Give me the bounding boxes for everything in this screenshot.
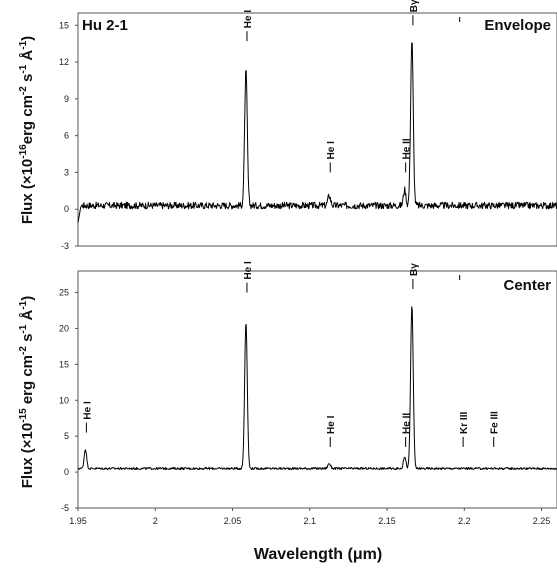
y-tick-label: 15 — [59, 20, 69, 30]
envelope-spectrum-line — [77, 42, 557, 223]
y-tick-label: 10 — [59, 395, 69, 405]
y-tick-label: 25 — [59, 288, 69, 298]
line-label-fe-iii: Fe III — [490, 411, 501, 434]
x-tick-label: 2.25 — [533, 516, 551, 526]
center-line-markers: He I He I He I He II Bγ Kr III Fe III — [82, 261, 501, 447]
line-label-he-i: He I — [243, 261, 254, 280]
line-label-b: Bγ — [409, 263, 420, 276]
line-label-he-i: He I — [326, 141, 337, 160]
line-label-b: Bγ — [409, 0, 420, 12]
x-tick-label: 2.05 — [224, 516, 242, 526]
y-tick-label: 15 — [59, 359, 69, 369]
envelope-y-axis-label: Flux (×10-16erg cm-2 s-1 Å-1) — [18, 36, 36, 224]
center-plot-frame — [77, 270, 557, 509]
x-tick-label: 2.1 — [304, 516, 317, 526]
center-y-axis-label: Flux (×10-15 erg cm-2 s-1 Å-1) — [18, 296, 36, 489]
envelope-y-ticks: -3 0 3 6 9 12 15 — [59, 20, 78, 251]
line-label-he-i: He I — [243, 10, 254, 29]
x-tick-label: 2 — [153, 516, 158, 526]
line-label-he-ii: He II — [402, 413, 413, 434]
x-axis-label: Wavelength (μm) — [254, 546, 382, 563]
y-tick-label: 20 — [59, 323, 69, 333]
center-region-label: Center — [503, 277, 551, 294]
y-tick-label: 0 — [64, 467, 69, 477]
envelope-panel-label: Hu 2-1 — [82, 17, 128, 34]
center-y-ticks: -5 0 5 10 15 20 25 — [59, 288, 78, 513]
y-tick-label: 9 — [64, 94, 69, 104]
line-label-he-i: He I — [326, 415, 337, 434]
y-tick-label: 5 — [64, 431, 69, 441]
center-spectrum-line — [77, 306, 557, 471]
y-tick-label: -3 — [61, 241, 69, 251]
x-tick-label: 2.15 — [378, 516, 396, 526]
envelope-line-markers: He I He I He II Bγ — [243, 0, 461, 173]
center-x-ticks: 1.95 2 2.05 2.1 2.15 2.2 2.25 — [69, 508, 550, 526]
x-tick-label: 1.95 — [69, 516, 87, 526]
line-label-kr-iii: Kr III — [459, 412, 470, 434]
line-label-he-i: He I — [82, 401, 93, 420]
x-tick-label: 2.2 — [458, 516, 471, 526]
envelope-panel: -3 0 3 6 9 12 15 He I He I He II Bγ Hu 2-1 Envelo… — [59, 0, 557, 251]
envelope-region-label: Envelope — [484, 17, 551, 34]
y-tick-label: -5 — [61, 503, 69, 513]
line-label-he-ii: He II — [402, 138, 413, 159]
y-tick-label: 3 — [64, 167, 69, 177]
y-tick-label: 0 — [64, 204, 69, 214]
y-tick-label: 12 — [59, 57, 69, 67]
center-panel: -5 0 5 10 15 20 25 1.95 2 2.05 2.1 2.15 2.2 2.25 He … — [59, 261, 557, 526]
envelope-plot-frame — [77, 12, 557, 247]
y-tick-label: 6 — [64, 131, 69, 141]
